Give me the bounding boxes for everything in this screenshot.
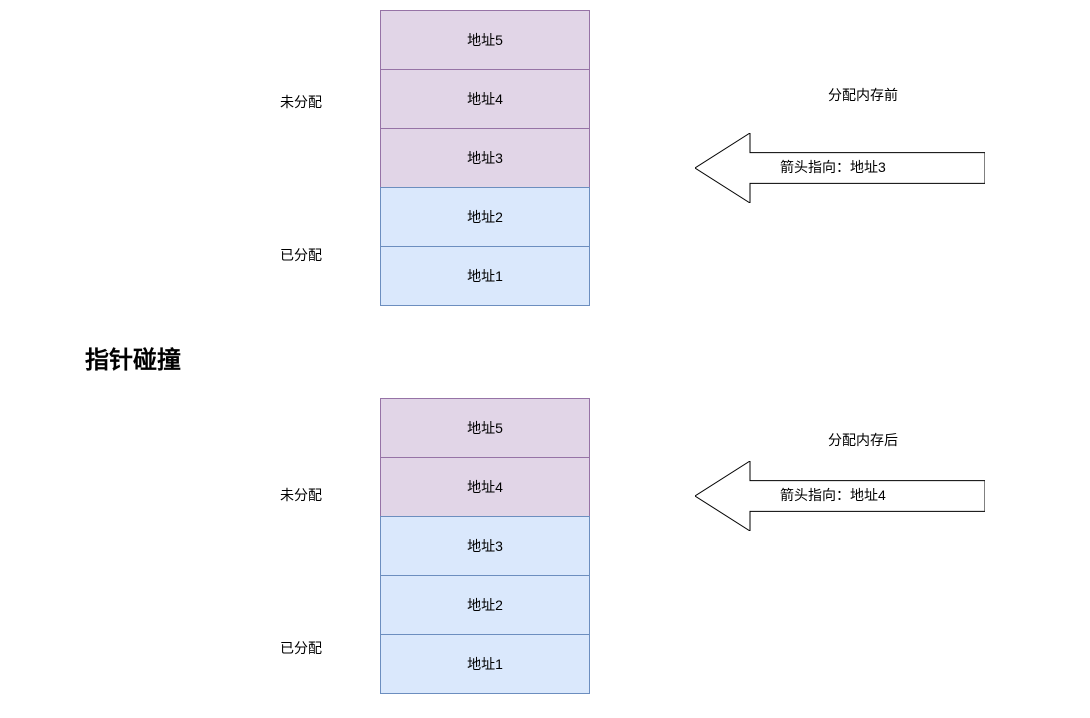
- memory-cell: 地址5: [380, 10, 590, 70]
- side-label-unallocated-2: 未分配: [280, 485, 322, 505]
- pointer-arrow-before: 箭头指向：地址3: [695, 133, 985, 203]
- state-label-after: 分配内存后: [828, 430, 898, 450]
- arrow-text-after: 箭头指向：地址4: [780, 485, 886, 505]
- arrow-text-before: 箭头指向：地址3: [780, 157, 886, 177]
- memory-stack-after: 地址5地址4地址3地址2地址1: [380, 398, 590, 694]
- memory-cell: 地址5: [380, 398, 590, 458]
- memory-cell: 地址4: [380, 69, 590, 129]
- pointer-arrow-after: 箭头指向：地址4: [695, 461, 985, 531]
- side-label-allocated-2: 已分配: [280, 638, 322, 658]
- memory-cell: 地址2: [380, 575, 590, 635]
- memory-stack-before: 地址5地址4地址3地址2地址1: [380, 10, 590, 306]
- memory-cell: 地址3: [380, 128, 590, 188]
- memory-cell: 地址1: [380, 634, 590, 694]
- diagram-title: 指针碰撞: [85, 340, 181, 375]
- side-label-unallocated-1: 未分配: [280, 92, 322, 112]
- memory-cell: 地址1: [380, 246, 590, 306]
- memory-cell: 地址3: [380, 516, 590, 576]
- side-label-allocated-1: 已分配: [280, 245, 322, 265]
- state-label-before: 分配内存前: [828, 85, 898, 105]
- memory-cell: 地址4: [380, 457, 590, 517]
- memory-cell: 地址2: [380, 187, 590, 247]
